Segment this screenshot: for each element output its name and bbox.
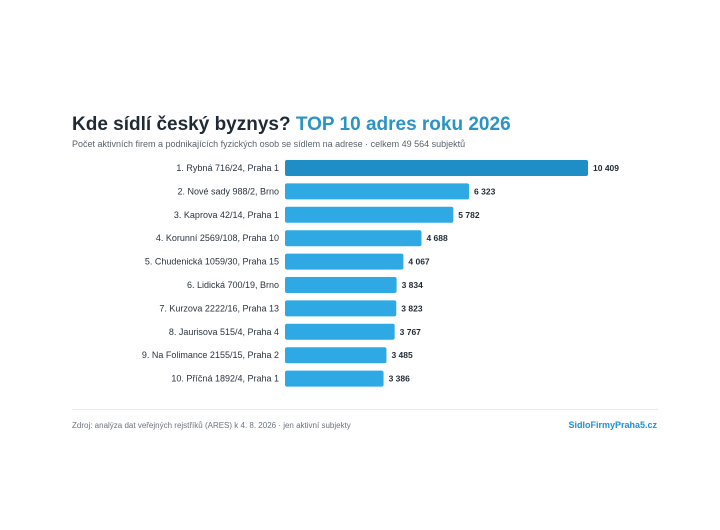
value-label: 3 386 — [389, 374, 411, 384]
category-label: 9. Na Folimance 2155/15, Praha 2 — [142, 350, 279, 360]
value-label: 4 688 — [426, 233, 448, 243]
bar — [285, 160, 588, 176]
value-label: 3 485 — [391, 350, 413, 360]
bar — [285, 347, 387, 364]
category-label: 3. Kaprova 42/14, Praha 1 — [174, 210, 279, 220]
value-label: 3 823 — [401, 303, 423, 313]
value-label: 3 834 — [402, 280, 424, 290]
bar — [285, 277, 397, 293]
value-label: 5 782 — [458, 210, 480, 220]
category-label: 4. Korunní 2569/108, Praha 10 — [156, 233, 279, 243]
chart-title: Kde sídlí český byznys? TOP 10 adres rok… — [72, 114, 511, 136]
bar — [285, 370, 384, 387]
value-label: 6 323 — [474, 186, 496, 196]
chart-title-main: Kde sídlí český byznys? — [72, 114, 291, 135]
chart-title-highlight: TOP 10 adres roku 2026 — [295, 114, 511, 135]
category-label: 6. Lidická 700/19, Brno — [187, 280, 279, 290]
value-label: 3 767 — [400, 327, 422, 337]
footer-divider — [72, 409, 658, 410]
category-label: 8. Jaurisova 515/4, Praha 4 — [169, 327, 279, 337]
bar — [285, 230, 422, 247]
category-label: 10. Příčná 1892/4, Praha 1 — [171, 374, 279, 384]
source-note: Zdroj: analýza dat veřejných rejstříků (… — [72, 421, 351, 430]
bar — [285, 323, 395, 340]
bar — [285, 300, 397, 317]
brand-link[interactable]: SidloFirmyPraha5.cz — [568, 420, 657, 430]
category-label: 2. Nové sady 988/2, Brno — [177, 186, 279, 196]
category-label: 5. Chudenická 1059/30, Praha 15 — [145, 257, 279, 267]
bar — [285, 183, 470, 200]
bar-chart: 1. Rybná 716/24, Praha 1 10 409 2. Nové sa… — [142, 160, 619, 387]
value-label: 10 409 — [593, 163, 619, 173]
chart-subtitle: Počet aktivních firem a podnikajících fy… — [72, 139, 466, 149]
category-label: 1. Rybná 716/24, Praha 1 — [176, 163, 279, 173]
bar — [285, 253, 404, 270]
value-label: 4 067 — [408, 257, 430, 267]
bar — [285, 206, 454, 223]
category-label: 7. Kurzova 2222/16, Praha 13 — [159, 303, 279, 313]
